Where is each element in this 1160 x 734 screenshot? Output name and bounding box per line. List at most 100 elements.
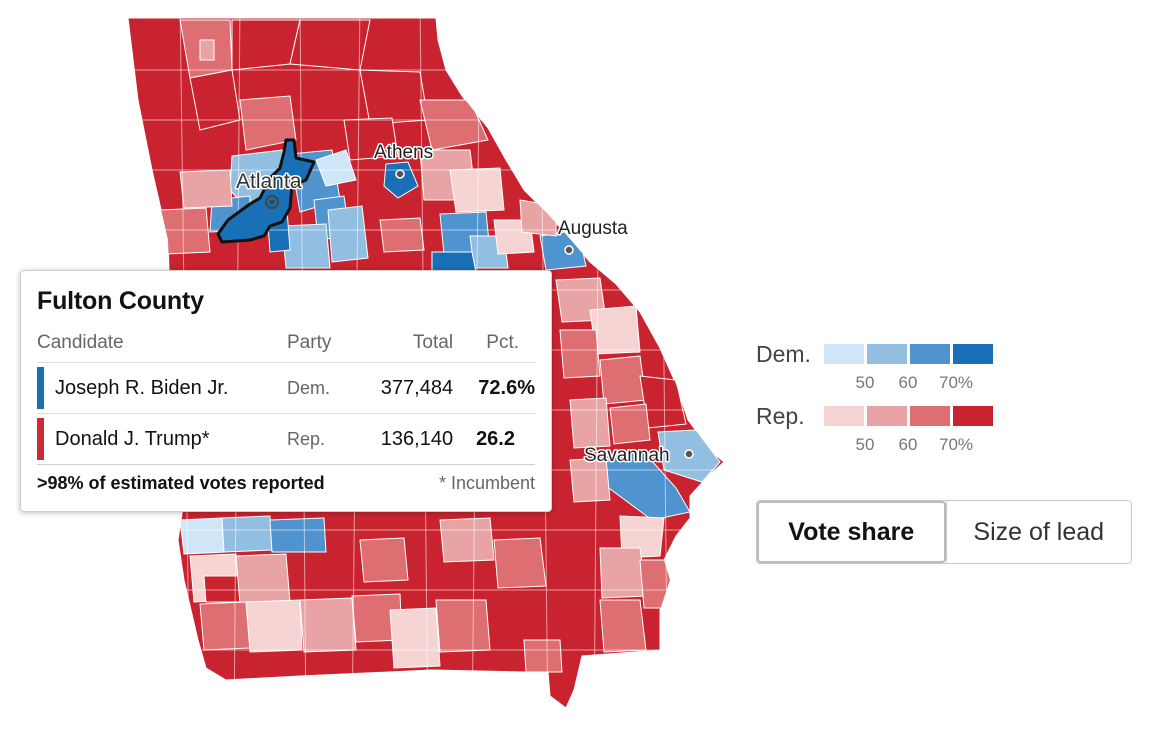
party-color-bar: [37, 418, 44, 460]
fulton-county-outline[interactable]: [216, 138, 316, 244]
county[interactable]: [389, 607, 441, 669]
legend-tick: 50: [855, 435, 875, 454]
county[interactable]: [431, 251, 477, 273]
county[interactable]: [419, 99, 489, 151]
table-row: Donald J. Trump* Rep. 136,140 26.2: [37, 413, 535, 465]
county[interactable]: [245, 599, 303, 653]
legend-swatch: [824, 406, 864, 426]
city-marker-icon: [684, 449, 694, 459]
county[interactable]: [383, 161, 419, 199]
county[interactable]: [221, 515, 273, 553]
county[interactable]: [359, 69, 429, 125]
legend-tick: 50: [855, 373, 875, 392]
legend-swatch: [910, 406, 950, 426]
county[interactable]: [359, 537, 409, 583]
county[interactable]: [179, 169, 233, 209]
city-label-savannah: Savannah: [584, 445, 670, 466]
county[interactable]: [235, 553, 291, 605]
legend-swatch: [824, 344, 864, 364]
tooltip-footer: >98% of estimated votes reported * Incum…: [37, 473, 535, 494]
legend-tick: 60: [898, 373, 918, 392]
legend-row-dem: Dem.: [756, 340, 996, 368]
vote-share-button[interactable]: Vote share: [757, 501, 946, 563]
legend-tick: 60: [898, 435, 918, 454]
county[interactable]: [569, 397, 611, 449]
legend-tick: 70%: [938, 435, 974, 454]
legend-ticks-rep: 50 60 70%: [824, 430, 996, 464]
candidate-cell: Donald J. Trump*: [37, 413, 277, 465]
city-marker-dot-icon: [269, 199, 275, 205]
results-table: Candidate Party Total Pct. Joseph R. Bid…: [37, 326, 535, 465]
legend-tick: 70%: [938, 373, 974, 392]
pct-cell: 26.2: [453, 413, 535, 465]
city-label-atlanta: Atlanta: [236, 170, 302, 193]
city-atlanta: Atlanta: [235, 169, 303, 209]
county[interactable]: [315, 149, 357, 187]
table-header-row: Candidate Party Total Pct.: [37, 326, 535, 363]
header-total: Total: [352, 326, 454, 363]
county[interactable]: [493, 537, 547, 589]
county-fills: [159, 19, 721, 673]
party-color-bar: [37, 367, 44, 409]
size-of-lead-button[interactable]: Size of lead: [945, 501, 1132, 563]
county[interactable]: [639, 559, 673, 609]
city-augusta: Augusta: [557, 217, 630, 255]
legend-label-rep: Rep.: [756, 402, 805, 429]
county[interactable]: [269, 517, 327, 553]
legend-ticks-dem: 50 60 70%: [824, 368, 996, 402]
county[interactable]: [379, 217, 425, 253]
county[interactable]: [289, 19, 371, 71]
legend-swatch: [953, 344, 993, 364]
county[interactable]: [523, 639, 563, 673]
city-athens: Athens: [373, 141, 435, 179]
county[interactable]: [199, 601, 251, 651]
county[interactable]: [281, 223, 331, 269]
view-toggle: Vote share Size of lead: [756, 500, 1132, 564]
party-cell: Rep.: [277, 413, 353, 465]
city-marker-icon: [265, 195, 279, 209]
county[interactable]: [239, 95, 297, 151]
city-marker-icon: [395, 169, 405, 179]
county[interactable]: [439, 517, 495, 563]
pct-cell: 72.6%: [453, 362, 535, 414]
city-label-athens: Athens: [374, 142, 433, 163]
county-tooltip: Fulton County Candidate Party Total Pct.…: [20, 270, 552, 512]
county[interactable]: [599, 355, 647, 405]
header-party: Party: [277, 326, 353, 363]
legend-swatch: [953, 406, 993, 426]
legend-swatch: [867, 406, 907, 426]
table-row: Joseph R. Biden Jr. Dem. 377,484 72.6%: [37, 362, 535, 414]
county[interactable]: [559, 329, 601, 379]
candidate-name: Joseph R. Biden Jr.: [55, 376, 229, 399]
county[interactable]: [199, 39, 215, 61]
party-cell: Dem.: [277, 362, 353, 414]
legend-swatch: [867, 344, 907, 364]
county[interactable]: [599, 599, 647, 653]
county[interactable]: [519, 199, 557, 237]
legend-swatch: [910, 344, 950, 364]
county[interactable]: [609, 403, 651, 445]
county[interactable]: [449, 167, 505, 213]
total-cell: 377,484: [352, 362, 454, 414]
header-pct: Pct.: [453, 326, 535, 363]
city-marker-icon: [564, 245, 574, 255]
total-cell: 136,140: [352, 413, 454, 465]
county[interactable]: [159, 207, 211, 255]
color-legend: Dem. 50 60 70% Rep. 50 60 70%: [756, 340, 996, 464]
county[interactable]: [343, 117, 399, 161]
county[interactable]: [231, 19, 301, 71]
reporting-status: >98% of estimated votes reported: [37, 473, 325, 493]
legend-row-rep: Rep.: [756, 402, 996, 430]
city-label-augusta: Augusta: [558, 218, 628, 239]
candidate-name: Donald J. Trump*: [55, 427, 210, 450]
county[interactable]: [569, 457, 611, 503]
tooltip-title: Fulton County: [37, 287, 204, 315]
candidate-cell: Joseph R. Biden Jr.: [37, 362, 277, 414]
header-candidate: Candidate: [37, 326, 277, 363]
city-savannah: Savannah: [583, 444, 694, 468]
legend-label-dem: Dem.: [756, 340, 811, 367]
county[interactable]: [299, 597, 357, 653]
county[interactable]: [435, 599, 491, 653]
county[interactable]: [327, 205, 369, 263]
